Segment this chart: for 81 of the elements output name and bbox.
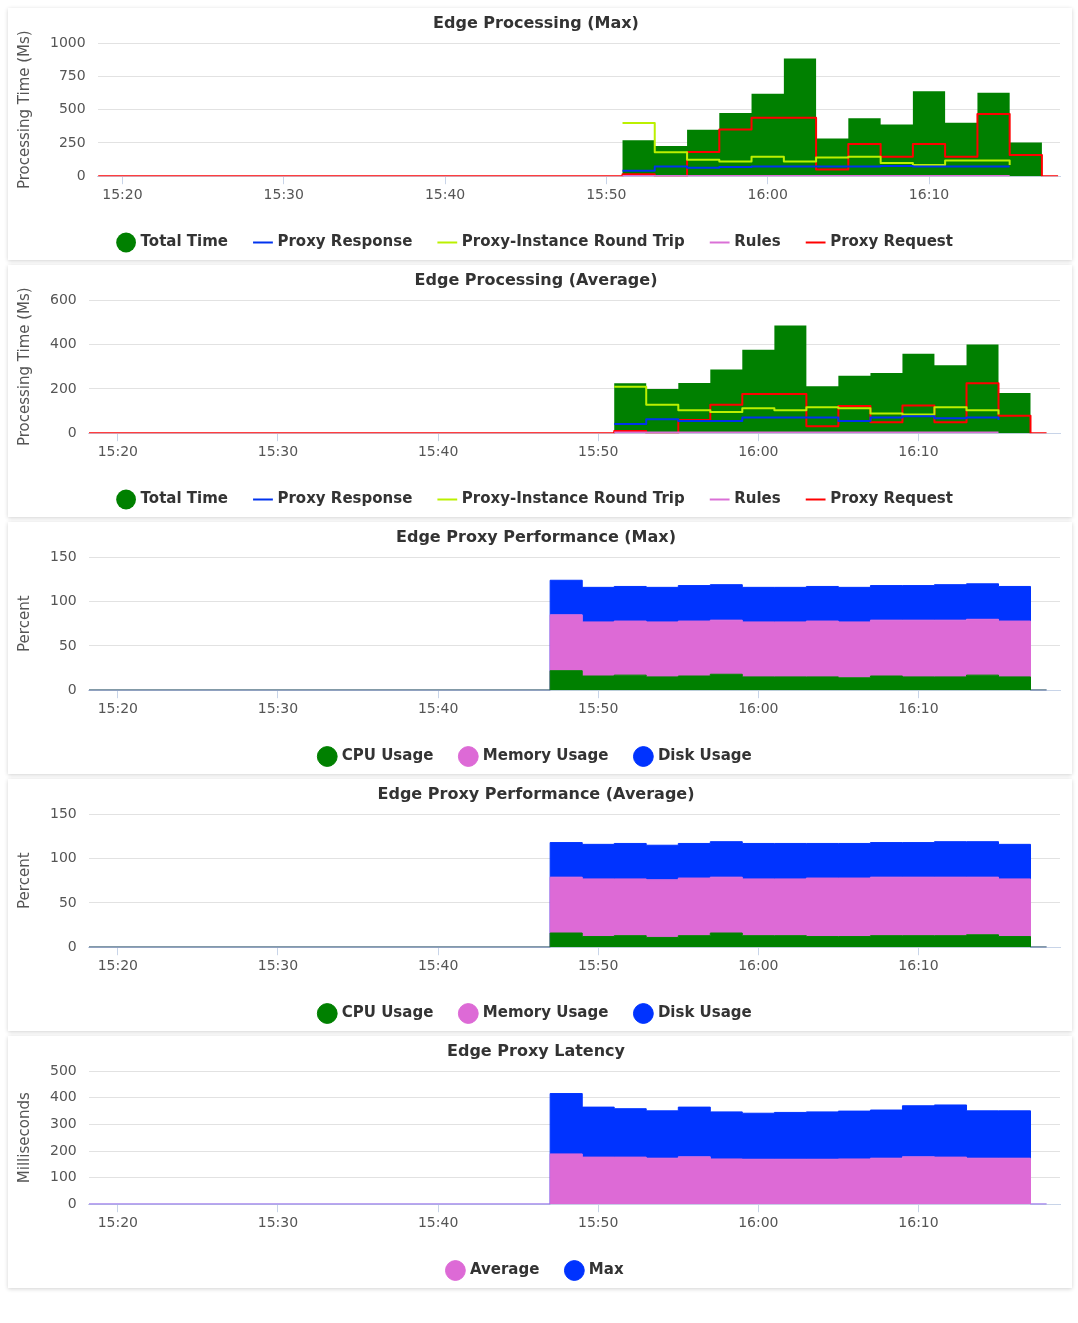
legend-label: Proxy Request: [830, 232, 953, 251]
x-tick-label: 15:30: [257, 700, 299, 717]
legend-label: Total Time: [140, 232, 228, 251]
legend-label: CPU Usage: [341, 1003, 434, 1022]
x-tick-label: 15:30: [263, 186, 304, 203]
chart-title: Edge Processing (Max): [433, 12, 639, 32]
y-tick-label: 100: [49, 1168, 77, 1185]
y-axis-title: Milliseconds: [14, 1092, 33, 1184]
legend-label: Disk Usage: [657, 1003, 752, 1022]
x-tick-label: 16:00: [738, 443, 779, 460]
legend-label: Max: [588, 1260, 624, 1279]
legend-label: CPU Usage: [341, 746, 434, 765]
y-tick-label: 100: [49, 849, 77, 866]
y-tick-label: 0: [67, 1194, 77, 1211]
x-tick-label: 15:40: [424, 186, 466, 203]
y-tick-label: 200: [49, 1141, 77, 1158]
x-tick-label: 16:10: [898, 700, 939, 717]
legend-label: Memory Usage: [482, 746, 609, 765]
y-tick-label: 100: [49, 592, 77, 609]
y-tick-label: 50: [58, 893, 77, 910]
chart-title: Edge Proxy Performance (Max): [396, 526, 676, 546]
x-tick-label: 16:00: [738, 700, 779, 717]
x-tick-label: 15:30: [257, 957, 299, 974]
chart-title: Edge Processing (Average): [414, 269, 658, 289]
y-tick-label: 500: [49, 1061, 77, 1078]
y-axis-title: Percent: [14, 595, 33, 652]
x-tick-label: 16:00: [738, 1214, 779, 1231]
x-tick-label: 15:20: [97, 443, 139, 460]
x-tick-label: 15:50: [586, 186, 627, 203]
legend-label: Disk Usage: [657, 746, 752, 765]
chart-title: Edge Proxy Performance (Average): [377, 783, 695, 803]
x-tick-label: 15:40: [417, 443, 459, 460]
y-axis-title: Processing Time (Ms): [14, 30, 33, 190]
x-tick-label: 15:20: [97, 700, 139, 717]
y-tick-label: 250: [58, 133, 86, 150]
legend-label: Proxy Request: [830, 489, 953, 508]
x-tick-label: 15:50: [578, 1214, 619, 1231]
y-tick-label: 0: [67, 937, 77, 954]
legend-label: Proxy Response: [277, 489, 413, 508]
legend-label: Proxy-Instance Round Trip: [461, 232, 685, 251]
x-tick-label: 16:10: [898, 957, 939, 974]
x-tick-label: 16:10: [908, 186, 950, 203]
legend-label: Proxy Response: [277, 232, 413, 251]
legend-label: Total Time: [140, 489, 228, 508]
legend-label: Proxy-Instance Round Trip: [461, 489, 685, 508]
y-tick-label: 200: [49, 379, 77, 396]
y-tick-label: 750: [58, 67, 86, 84]
y-tick-label: 150: [49, 547, 77, 564]
y-axis-title: Percent: [14, 852, 33, 909]
legend-label: Memory Usage: [482, 1003, 609, 1022]
legend-label: Average: [469, 1260, 540, 1279]
y-tick-label: 150: [49, 804, 77, 821]
legend-label: Rules: [734, 232, 781, 251]
chart-title: Edge Proxy Latency: [447, 1040, 626, 1060]
y-tick-label: 1000: [49, 33, 86, 50]
x-tick-label: 15:20: [97, 957, 139, 974]
y-tick-label: 0: [67, 423, 77, 440]
x-tick-label: 16:10: [898, 1214, 939, 1231]
x-tick-label: 15:40: [417, 1214, 459, 1231]
y-tick-label: 300: [49, 1115, 77, 1132]
x-tick-label: 15:20: [97, 1214, 139, 1231]
y-tick-label: 600: [49, 290, 77, 307]
legend-label: Rules: [734, 489, 781, 508]
y-axis-title: Processing Time (Ms): [14, 287, 33, 447]
x-tick-label: 15:30: [257, 443, 299, 460]
x-tick-label: 15:50: [578, 443, 619, 460]
y-tick-label: 400: [49, 1088, 77, 1105]
y-tick-label: 400: [49, 335, 77, 352]
x-tick-label: 15:50: [578, 957, 619, 974]
x-tick-label: 16:00: [738, 957, 779, 974]
y-tick-label: 0: [67, 680, 77, 697]
x-tick-label: 15:40: [417, 700, 459, 717]
y-tick-label: 500: [58, 100, 86, 117]
y-tick-label: 0: [76, 166, 86, 183]
x-tick-label: 16:10: [898, 443, 939, 460]
x-tick-label: 16:00: [747, 186, 788, 203]
y-tick-label: 50: [58, 636, 77, 653]
x-tick-label: 15:40: [417, 957, 459, 974]
x-tick-label: 15:30: [257, 1214, 299, 1231]
x-tick-label: 15:50: [578, 700, 619, 717]
x-tick-label: 15:20: [102, 186, 143, 203]
